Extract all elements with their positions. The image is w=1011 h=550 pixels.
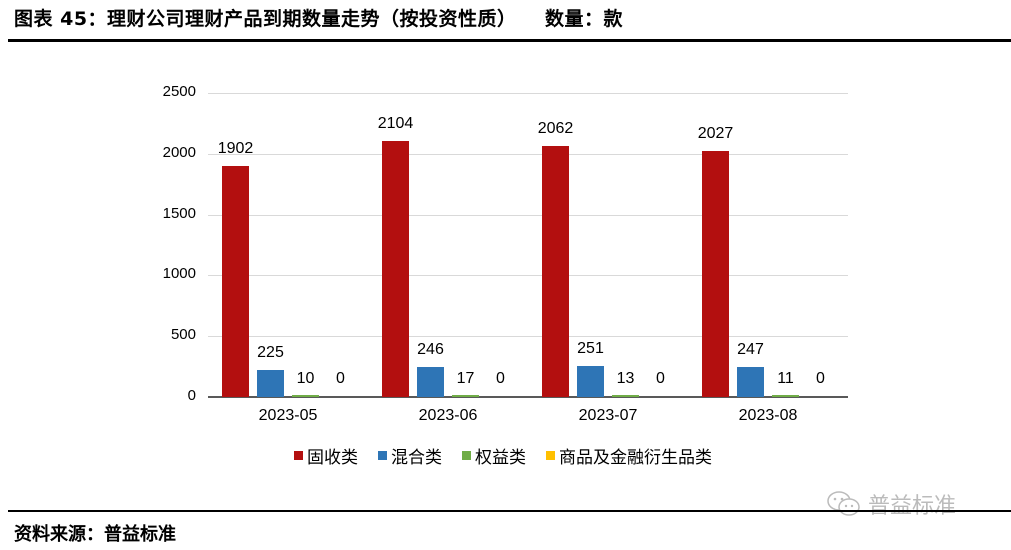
- y-tick-label: 500: [170, 326, 196, 344]
- legend-swatch-icon: [546, 451, 555, 460]
- watermark-text: 普益标准: [868, 494, 957, 519]
- gridline: [208, 153, 848, 155]
- legend: 固收类 混合类 权益类 商品及金融衍生品类: [294, 443, 712, 468]
- data-label: 0: [816, 370, 825, 387]
- bar-0: [542, 146, 569, 397]
- data-label: 2062: [537, 120, 574, 138]
- bar-1: [257, 369, 284, 397]
- legend-item: 权益类: [462, 443, 526, 468]
- data-label: 0: [496, 370, 505, 387]
- data-label: 225: [257, 343, 284, 361]
- data-label: 0: [656, 370, 665, 387]
- watermark: 普益标准: [826, 488, 956, 520]
- source-note: 资料来源：普益标准: [14, 524, 176, 545]
- gridline: [208, 214, 848, 216]
- data-label: 251: [577, 340, 604, 358]
- data-label: 0: [336, 370, 345, 387]
- gridline: [208, 275, 848, 277]
- wechat-icon: [827, 491, 860, 516]
- bar-0: [702, 150, 729, 397]
- data-label: 10: [296, 370, 315, 387]
- top-divider: [8, 39, 1011, 42]
- bottom-divider: [8, 510, 1011, 512]
- legend-item: 商品及金融衍生品类: [546, 443, 712, 468]
- legend-swatch-icon: [462, 451, 471, 460]
- bar-1: [737, 366, 764, 397]
- x-axis-line: [208, 396, 848, 398]
- x-tick-label: 2023-07: [578, 407, 638, 424]
- legend-swatch-icon: [378, 451, 387, 460]
- x-tick-label: 2023-06: [418, 407, 478, 424]
- legend-label: 混合类: [391, 448, 442, 468]
- y-tick-label: 0: [187, 387, 196, 404]
- bar-2: [612, 395, 639, 397]
- legend-label: 商品及金融衍生品类: [559, 448, 712, 468]
- y-tick-label: 1000: [162, 265, 196, 283]
- data-label: 13: [616, 370, 635, 387]
- chart-title: 图表 45：理财公司理财产品到期数量走势（按投资性质） 数量：款: [14, 8, 624, 30]
- legend-label: 权益类: [475, 448, 526, 468]
- bar-1: [577, 366, 604, 397]
- gridline: [208, 336, 848, 338]
- legend-item: 混合类: [378, 443, 442, 468]
- data-label: 2027: [697, 124, 734, 142]
- bar-0: [222, 165, 249, 397]
- plot-area: 1902 225 10 0 2104 246 17 0 2062 251 13 0 2027 247 11 0: [208, 93, 848, 398]
- y-tick-label: 2000: [162, 143, 196, 161]
- x-tick-label: 2023-05: [258, 407, 318, 424]
- y-tick-label: 2500: [162, 83, 196, 100]
- legend-item: 固收类: [294, 443, 358, 468]
- x-tick-label: 2023-08: [738, 407, 798, 424]
- data-label: 11: [777, 370, 794, 387]
- data-label: 17: [456, 370, 475, 387]
- bar-2: [292, 395, 319, 397]
- bar-0: [382, 141, 409, 397]
- data-label: 247: [737, 340, 764, 358]
- gridline: [208, 93, 848, 94]
- y-tick-label: 1500: [162, 204, 196, 222]
- data-label: 1902: [217, 139, 254, 157]
- bar-2: [452, 394, 479, 397]
- data-label: 2104: [377, 115, 414, 133]
- bar-1: [417, 367, 444, 397]
- bar-2: [772, 395, 799, 397]
- legend-label: 固收类: [307, 448, 358, 468]
- legend-swatch-icon: [294, 451, 303, 460]
- data-label: 246: [417, 341, 444, 359]
